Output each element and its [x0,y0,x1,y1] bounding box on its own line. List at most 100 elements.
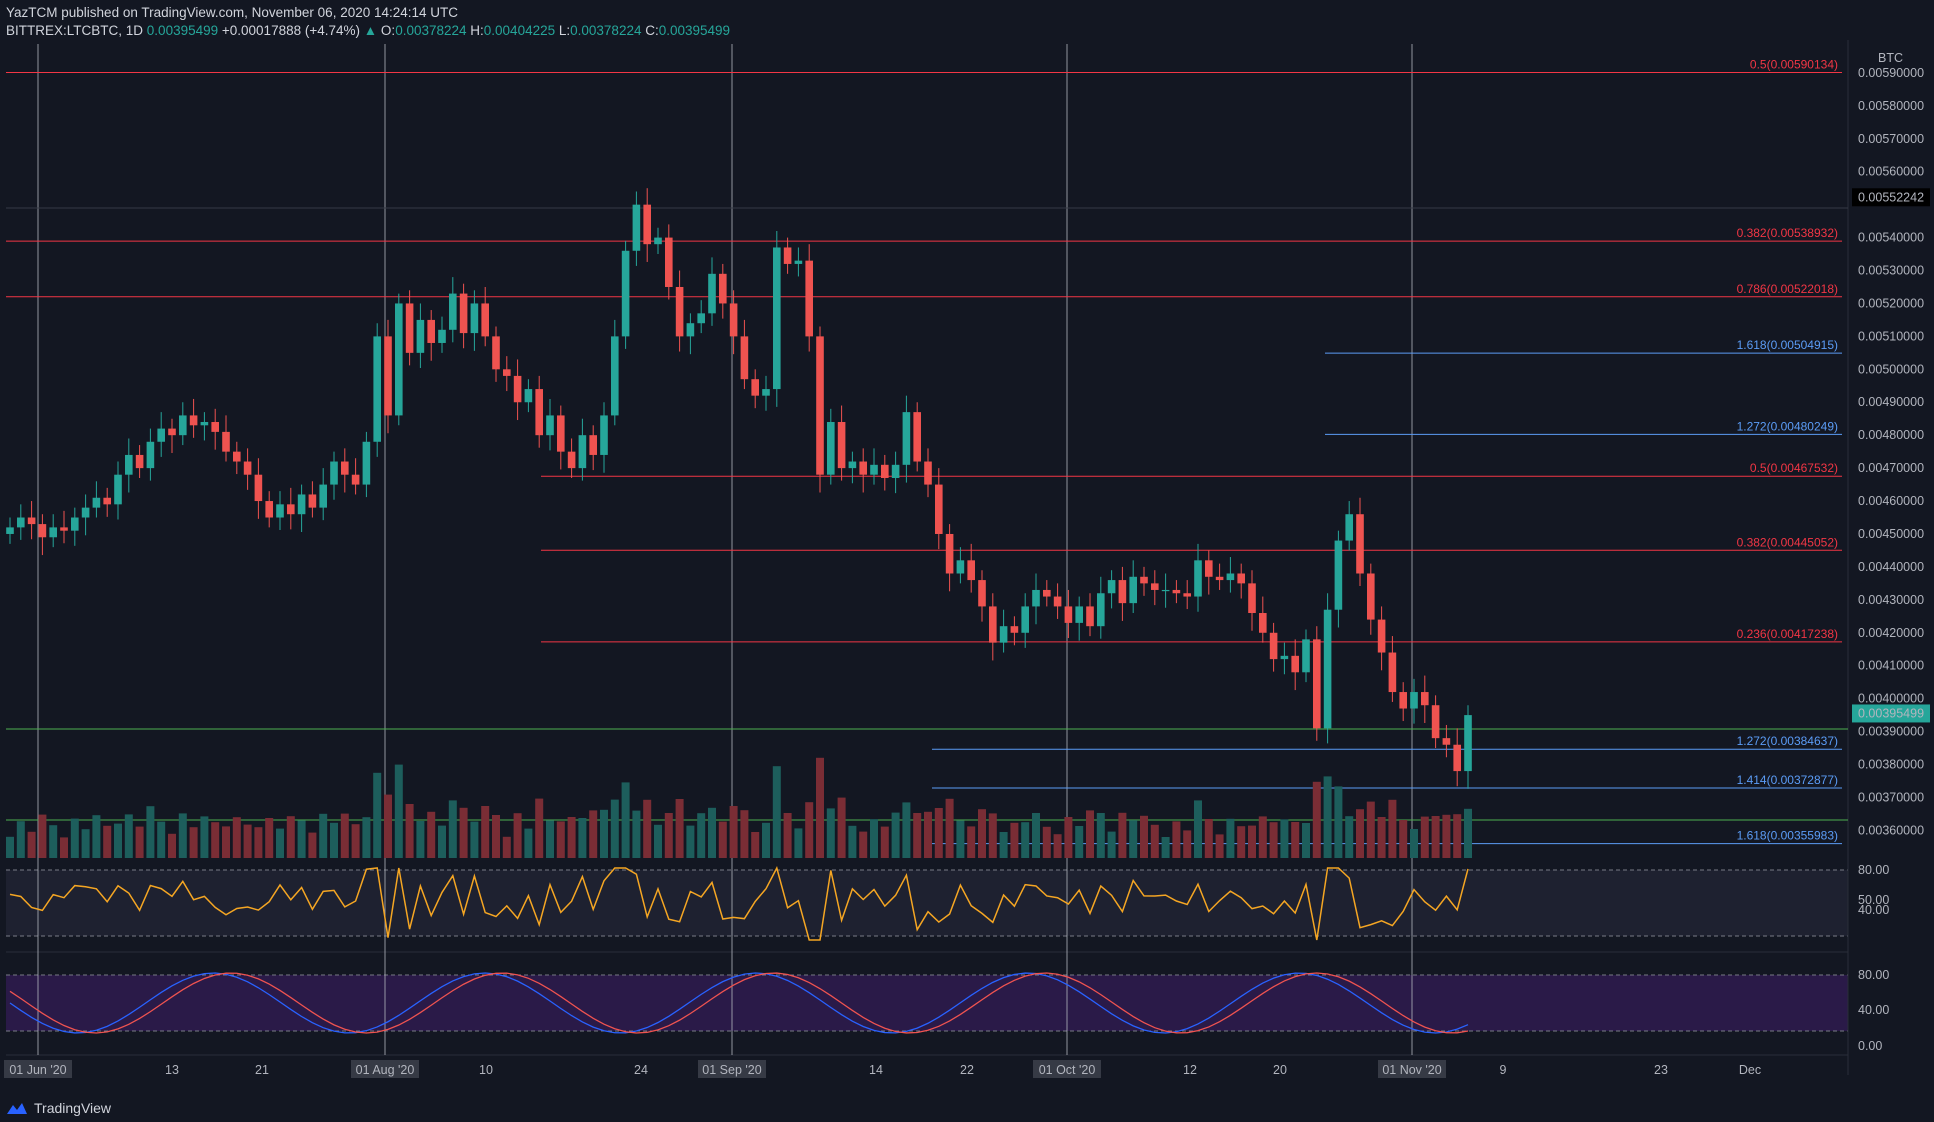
rsi-band [6,870,1848,936]
volume-bar [1010,822,1019,858]
volume-bar [103,825,112,858]
candle [1431,705,1440,739]
candle [1442,738,1451,745]
volume-bar [632,810,641,858]
volume-bar [1302,823,1310,858]
volume-bar [654,824,662,858]
volume-bar [1021,822,1030,858]
candle [189,415,198,426]
volume-bar [157,821,166,858]
tradingview-logo[interactable]: TradingView [6,1100,111,1116]
candle [1280,655,1289,660]
volume-bar [1129,820,1138,858]
candle [632,204,641,251]
candle [794,260,803,264]
volume-bar [211,822,220,858]
volume-bar [124,814,133,858]
candle [999,626,1008,643]
volume-bar [783,813,792,858]
price-tick-label: 0.00540000 [1858,231,1924,245]
fib-level-label: 0.5(0.00590134) [1750,57,1838,71]
volume-bar [902,802,911,858]
time-tick-label: 21 [255,1063,269,1077]
candle [6,527,14,534]
candle [837,422,846,469]
time-tick-label: 01 Sep '20 [702,1063,761,1077]
candle [81,507,90,518]
candle [395,303,403,416]
candle [1421,692,1429,706]
volume-bar [1183,830,1192,858]
volume-bar [643,799,652,858]
price-tick-label: 0.00480000 [1858,428,1924,442]
time-tick-label: Dec [1739,1063,1761,1077]
volume-bar [967,826,976,858]
indicator-tick-label: 50.00 [1858,893,1889,907]
candle [71,517,79,531]
candle [567,451,576,469]
candle [1172,589,1181,594]
volume-bar [816,757,824,858]
price-tick-label: 0.00440000 [1858,560,1924,574]
open-label: O: [380,23,396,38]
candle [827,422,835,475]
close-label: C: [645,23,659,38]
volume-bar [848,825,857,858]
last-price-box [1852,704,1930,723]
volume-bar [1312,781,1321,858]
volume-bar [6,836,14,858]
volume-bar [92,815,101,858]
candle [1194,560,1202,597]
volume-bar [664,813,673,858]
candle [135,454,144,469]
candle [524,389,533,403]
volume-bar [1140,815,1148,858]
volume-bar [621,782,630,858]
volume-bar [200,816,209,858]
candle [92,497,101,508]
volume-bar [448,800,457,858]
time-tick-label: 22 [960,1063,974,1077]
volume-bar [1032,813,1040,858]
volume-bar [319,813,328,858]
candle [416,319,425,353]
volume-bar [373,772,382,858]
candle [243,461,252,475]
volume-bar [265,818,274,858]
publisher-name[interactable]: YazTCM [6,5,58,20]
price-marker-box [1852,188,1930,207]
candle [870,464,878,475]
candle [665,237,673,287]
volume-bar [114,823,122,858]
candle [1291,655,1299,673]
candle [308,494,317,508]
candle [1053,596,1062,607]
candle [881,464,889,478]
time-tick-box [4,1060,72,1078]
volume-bar [1388,799,1397,858]
candle [891,464,900,478]
volume-bar [470,821,479,858]
candle [1118,580,1127,604]
tradingview-icon [7,1103,27,1114]
volume-bar [978,809,986,858]
volume-bar [826,808,835,858]
volume-bar [686,825,695,858]
candle [654,237,662,245]
candle [675,286,684,337]
volume-bar [729,806,738,858]
volume-bar [1204,819,1213,858]
candle [1269,632,1278,660]
candle [449,293,457,330]
candle [405,303,414,353]
candle [157,428,165,442]
candle [1237,573,1245,584]
candle [967,560,975,581]
candle [168,428,176,436]
indicator-tick-label: 80.00 [1858,968,1889,982]
time-tick-label: 10 [479,1063,493,1077]
candle [589,435,597,455]
candle [179,415,187,436]
candle [427,319,435,343]
